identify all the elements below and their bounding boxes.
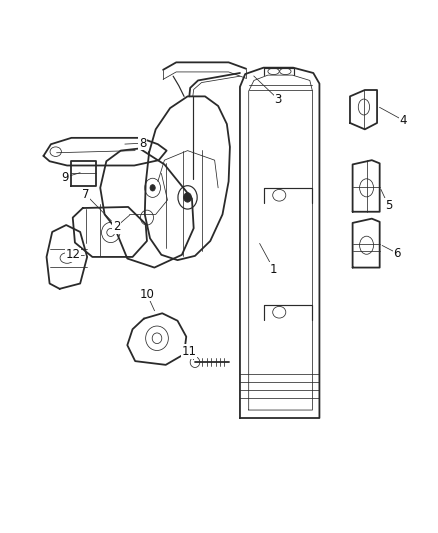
Text: 9: 9 bbox=[62, 171, 69, 184]
Text: 7: 7 bbox=[82, 188, 90, 201]
Text: 4: 4 bbox=[399, 114, 407, 127]
Ellipse shape bbox=[184, 192, 191, 202]
Text: 1: 1 bbox=[270, 263, 277, 276]
Text: 8: 8 bbox=[139, 136, 146, 150]
Text: 10: 10 bbox=[140, 288, 155, 301]
Ellipse shape bbox=[150, 184, 155, 191]
Text: 5: 5 bbox=[385, 199, 392, 212]
Text: 12: 12 bbox=[65, 248, 80, 261]
Text: 3: 3 bbox=[274, 93, 282, 106]
Text: 11: 11 bbox=[182, 345, 197, 358]
Text: 6: 6 bbox=[393, 247, 401, 260]
Text: 2: 2 bbox=[113, 220, 120, 233]
